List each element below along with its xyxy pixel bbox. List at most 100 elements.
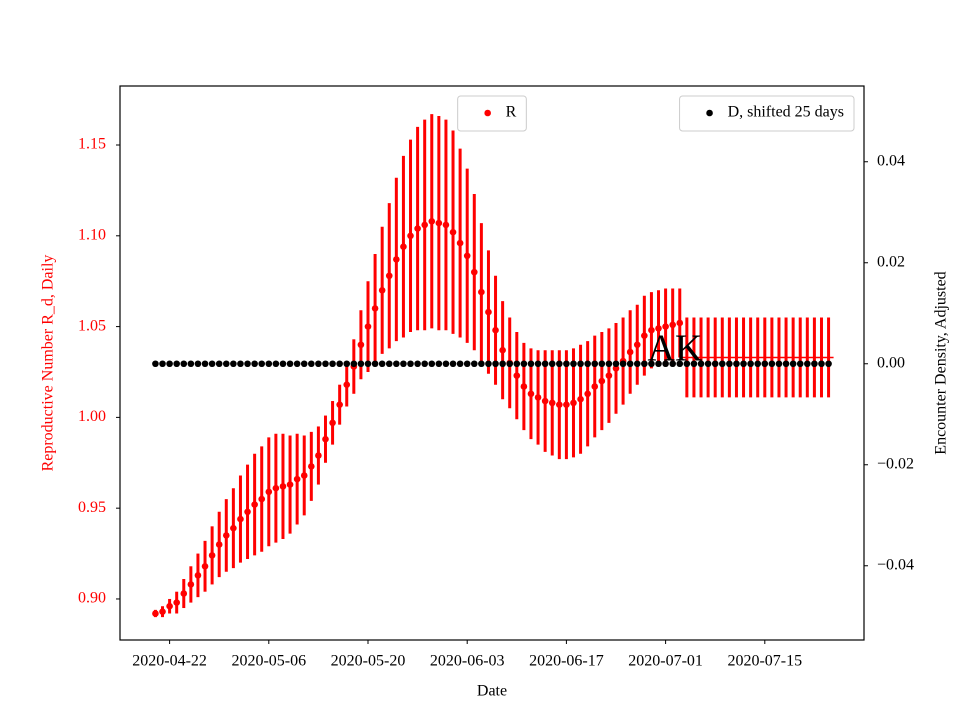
point xyxy=(400,360,407,368)
point xyxy=(442,221,450,229)
point xyxy=(768,360,776,368)
point xyxy=(378,286,386,294)
point xyxy=(485,308,492,316)
point xyxy=(485,360,492,368)
y2-tick-label: −0.02 xyxy=(877,455,914,472)
point xyxy=(796,360,804,368)
annotation: AK xyxy=(648,328,703,370)
point xyxy=(470,360,478,368)
legend-marker xyxy=(706,109,713,117)
point xyxy=(782,360,790,368)
point xyxy=(761,360,769,368)
point xyxy=(534,394,542,401)
point xyxy=(293,475,301,483)
point xyxy=(308,463,315,470)
point xyxy=(159,608,166,615)
point xyxy=(584,360,591,368)
point xyxy=(506,360,514,368)
point xyxy=(159,360,166,368)
point xyxy=(754,360,762,368)
point xyxy=(442,360,450,368)
point xyxy=(577,360,584,368)
point xyxy=(513,372,521,379)
point xyxy=(697,360,705,368)
point xyxy=(676,319,684,327)
point xyxy=(258,495,266,503)
point xyxy=(527,360,535,368)
legend: D, shifted 25 days xyxy=(679,95,855,132)
point xyxy=(385,360,393,368)
point xyxy=(513,360,521,368)
point xyxy=(152,360,159,368)
point xyxy=(371,360,379,368)
x-tick-label: 2020-05-20 xyxy=(331,653,406,670)
point xyxy=(421,221,428,229)
point xyxy=(690,360,698,368)
legend-label: R xyxy=(506,104,517,121)
x-tick-label: 2020-07-01 xyxy=(628,653,703,670)
point xyxy=(598,360,606,368)
legend: R xyxy=(457,95,527,132)
point xyxy=(718,360,726,368)
point xyxy=(251,360,258,368)
point xyxy=(272,360,280,368)
point xyxy=(520,383,528,390)
point xyxy=(152,610,159,617)
point xyxy=(641,360,648,368)
point xyxy=(293,360,301,368)
point xyxy=(244,360,251,368)
point xyxy=(173,599,180,606)
point xyxy=(478,288,485,296)
plot-frame xyxy=(119,85,865,641)
point xyxy=(180,360,188,368)
x-tick-label: 2020-04-22 xyxy=(132,653,207,670)
point xyxy=(612,360,620,368)
x-tick-label: 2020-05-06 xyxy=(231,653,306,670)
point xyxy=(818,360,825,368)
point xyxy=(548,399,556,407)
y2-tick-label: 0.00 xyxy=(877,354,905,371)
point xyxy=(428,217,436,225)
point xyxy=(286,481,294,488)
point xyxy=(407,360,414,368)
point xyxy=(329,360,336,368)
point xyxy=(300,360,308,368)
series xyxy=(679,317,834,398)
point xyxy=(633,341,641,349)
point xyxy=(166,602,173,610)
point xyxy=(315,452,322,459)
point xyxy=(492,360,499,368)
point xyxy=(683,360,691,368)
point xyxy=(421,360,428,368)
point xyxy=(393,360,400,368)
point xyxy=(357,360,365,368)
point xyxy=(648,360,655,368)
point xyxy=(520,360,528,368)
point xyxy=(499,360,506,368)
point xyxy=(230,360,237,368)
point xyxy=(187,581,195,588)
point xyxy=(804,360,811,368)
point xyxy=(435,360,443,368)
legend-label: D, shifted 25 days xyxy=(728,104,844,121)
point xyxy=(711,360,719,368)
y-tick-label: 1.05 xyxy=(78,317,106,334)
point xyxy=(279,483,287,490)
point xyxy=(208,360,216,368)
point xyxy=(449,228,457,236)
point xyxy=(251,501,258,508)
point xyxy=(570,399,577,407)
point xyxy=(393,256,400,263)
point xyxy=(166,360,173,368)
point xyxy=(548,360,556,368)
point xyxy=(336,360,343,368)
point xyxy=(201,562,209,570)
point xyxy=(201,360,209,368)
point xyxy=(626,360,634,368)
point xyxy=(286,360,294,368)
point xyxy=(492,326,499,334)
point xyxy=(435,219,443,227)
point xyxy=(591,360,599,368)
point xyxy=(612,365,620,372)
